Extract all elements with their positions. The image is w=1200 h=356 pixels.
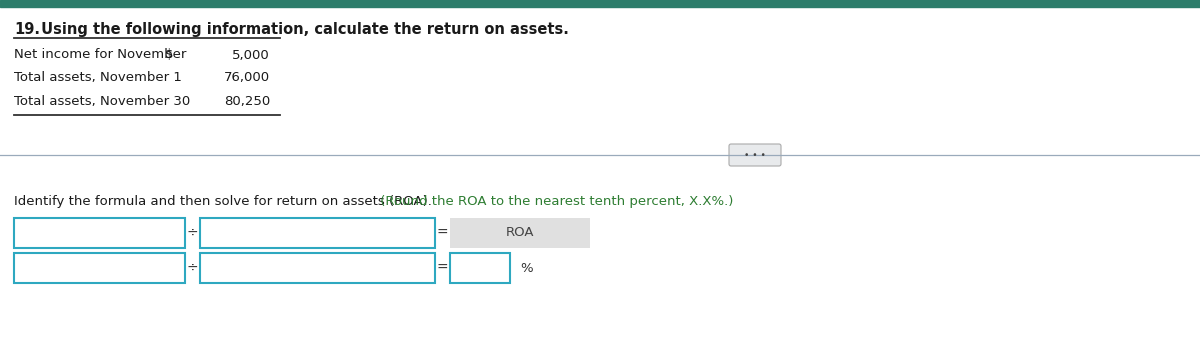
Text: Identify the formula and then solve for return on assets (ROA).: Identify the formula and then solve for …: [14, 195, 432, 208]
Text: ÷: ÷: [186, 226, 198, 240]
Text: =: =: [436, 261, 448, 275]
Text: Total assets, November 30: Total assets, November 30: [14, 94, 191, 108]
Bar: [14, 218, 185, 248]
Bar: [450, 218, 590, 248]
Text: • • •: • • •: [744, 151, 766, 159]
Bar: [450, 253, 510, 283]
Text: 76,000: 76,000: [224, 72, 270, 84]
Text: Net income for November: Net income for November: [14, 48, 186, 62]
Text: 80,250: 80,250: [223, 94, 270, 108]
Text: Total assets, November 1: Total assets, November 1: [14, 72, 182, 84]
Text: 5,000: 5,000: [233, 48, 270, 62]
FancyBboxPatch shape: [730, 144, 781, 166]
Text: =: =: [436, 226, 448, 240]
Text: ÷: ÷: [186, 261, 198, 275]
Text: $: $: [166, 48, 174, 62]
Text: (Round the ROA to the nearest tenth percent, X.X%.): (Round the ROA to the nearest tenth perc…: [377, 195, 733, 208]
Text: ROA: ROA: [505, 226, 534, 240]
Bar: [200, 218, 436, 248]
Bar: [14, 253, 185, 283]
Bar: [200, 253, 436, 283]
Text: %: %: [520, 262, 533, 274]
Text: 19.: 19.: [14, 22, 40, 37]
Text: Using the following information, calculate the return on assets.: Using the following information, calcula…: [36, 22, 569, 37]
Bar: [0, 0, 1200, 7]
